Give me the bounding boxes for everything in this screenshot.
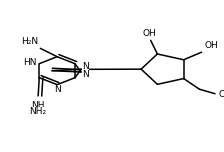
Text: OH: OH (205, 41, 219, 50)
Text: N: N (54, 85, 60, 94)
Text: N: N (82, 70, 89, 79)
Text: OH: OH (143, 29, 156, 38)
Text: NH₂: NH₂ (30, 107, 47, 116)
Text: OH: OH (218, 90, 224, 99)
Text: NH: NH (31, 101, 45, 110)
Text: H₂N: H₂N (21, 37, 38, 46)
Text: HN: HN (23, 58, 36, 67)
Text: N: N (82, 62, 89, 71)
